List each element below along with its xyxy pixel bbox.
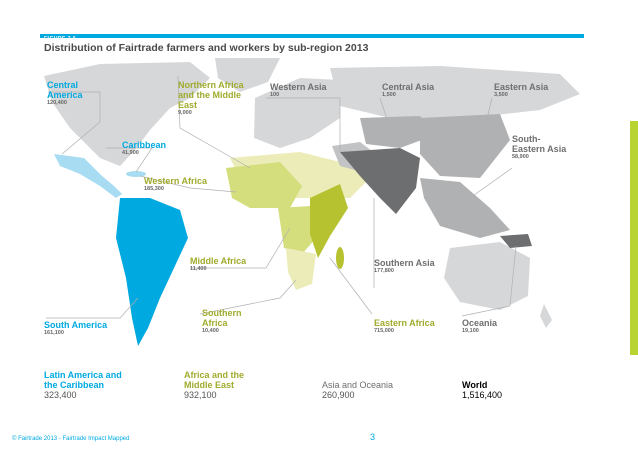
greenland-shape	[215, 58, 280, 92]
eastern-africa-shape	[310, 184, 348, 258]
leader-oceania	[461, 245, 517, 317]
caribbean-shape	[126, 171, 146, 177]
eastern-asia-shape	[420, 114, 510, 178]
region-name: Central America	[47, 80, 83, 100]
leader-central-america	[48, 91, 101, 155]
leader-western-africa	[139, 175, 237, 193]
region-value: 41,900	[122, 150, 139, 156]
leader-middle-africa	[190, 227, 291, 269]
leader-caribbean	[106, 147, 153, 173]
region-value: 19,100	[462, 328, 479, 334]
region-label-caribbean: Caribbean 41,900	[122, 140, 166, 156]
leader-eastern-asia	[479, 97, 493, 149]
region-label-eastern-asia: Eastern Asia 3,500	[494, 82, 548, 98]
leader-south-america	[46, 297, 139, 319]
region-value: 3,500	[494, 92, 508, 98]
central-america-shape	[54, 154, 122, 198]
region-name: Northern Africa and the Middle East	[178, 80, 244, 110]
png-shape	[500, 234, 532, 248]
region-name: Western Africa	[144, 176, 208, 186]
title-accent-bar	[40, 34, 584, 38]
region-value: 120,400	[47, 100, 67, 106]
australia-shape	[444, 242, 530, 310]
leader-western-asia	[266, 97, 341, 152]
total-value: 932,100	[184, 390, 217, 400]
region-value: 10,400	[202, 328, 219, 334]
total-asia: Asia and Oceania 260,900	[322, 380, 393, 400]
region-value: 715,000	[374, 328, 394, 334]
region-value: 100	[270, 92, 280, 98]
region-value: 9,000	[178, 110, 192, 116]
region-name: South America	[44, 320, 108, 330]
region-label-southern-africa: Southern Africa 10,400	[202, 308, 250, 334]
world-map	[40, 58, 584, 350]
leader-northern-africa	[177, 75, 251, 169]
region-name: Caribbean	[122, 140, 167, 150]
figure-label: FIGURE 2.5	[44, 36, 77, 42]
region-value: 161,100	[44, 330, 64, 336]
total-value: 1,516,400	[462, 390, 503, 400]
total-name: Latin America and the Caribbean	[44, 370, 122, 390]
footer-credit: © Fairtrade 2013 - Fairtrade Impact Mapp…	[12, 436, 130, 442]
leader-central-asia	[379, 97, 391, 129]
western-africa-shape	[226, 162, 302, 208]
region-name: Eastern Asia	[494, 82, 549, 92]
region-label-middle-africa: Middle Africa 11,400	[190, 256, 246, 272]
region-name: Oceania	[462, 318, 498, 328]
region-value: 1,500	[382, 92, 396, 98]
region-name: Central Asia	[382, 82, 435, 92]
region-label-oceania: Oceania 19,100	[462, 318, 497, 334]
south-eastern-asia-shape	[420, 178, 510, 238]
total-africa: Africa and the Middle East 932,100	[184, 370, 246, 400]
central-asia-shape	[360, 116, 438, 148]
north-asia-shape	[330, 66, 580, 118]
side-accent-bar	[630, 121, 638, 355]
total-value: 260,900	[322, 390, 355, 400]
map-title: Distribution of Fairtrade farmers and wo…	[44, 42, 369, 54]
region-name: Western Asia	[270, 82, 327, 92]
region-name: Southern Asia	[374, 258, 435, 268]
region-label-south-eastern-asia: South-Eastern Asia 58,900	[512, 134, 572, 160]
leader-southern-africa	[199, 279, 297, 315]
region-label-northern-africa: Northern Africa and the Middle East 9,00…	[178, 80, 252, 116]
region-name: Eastern Africa	[374, 318, 435, 328]
middle-africa-shape	[278, 206, 316, 254]
region-label-western-africa: Western Africa 185,300	[144, 176, 207, 192]
region-name: Middle Africa	[190, 256, 247, 266]
europe-shape	[254, 78, 340, 148]
southern-africa-shape	[286, 248, 316, 290]
region-name: South-Eastern Asia	[512, 134, 567, 154]
total-name: World	[462, 380, 488, 390]
region-value: 177,800	[374, 268, 394, 274]
region-label-western-asia: Western Asia 100	[270, 82, 327, 98]
leader-south-eastern-asia	[469, 167, 513, 199]
southern-asia-shape	[340, 148, 420, 214]
total-value: 323,400	[44, 390, 77, 400]
region-label-south-america: South America 161,100	[44, 320, 107, 336]
region-value: 185,300	[144, 186, 164, 192]
region-name: Southern Africa	[202, 308, 242, 328]
south-america-shape	[116, 198, 188, 346]
north-america-shape	[44, 62, 210, 166]
leader-eastern-africa	[329, 257, 373, 315]
new-zealand-shape	[540, 304, 552, 328]
region-label-central-asia: Central Asia 1,500	[382, 82, 434, 98]
region-value: 11,400	[190, 266, 207, 272]
total-latin-america: Latin America and the Caribbean 323,400	[44, 370, 124, 400]
region-value: 58,900	[512, 154, 529, 160]
total-world: World 1,516,400	[462, 380, 502, 400]
region-label-southern-asia: Southern Asia 177,800	[374, 258, 435, 274]
region-label-eastern-africa: Eastern Africa 715,000	[374, 318, 435, 334]
total-name: Africa and the Middle East	[184, 370, 245, 390]
region-label-central-america: Central America 120,400	[47, 80, 99, 106]
madagascar-shape	[336, 247, 344, 269]
page-number: 3	[370, 432, 376, 442]
total-name: Asia and Oceania	[322, 380, 394, 390]
